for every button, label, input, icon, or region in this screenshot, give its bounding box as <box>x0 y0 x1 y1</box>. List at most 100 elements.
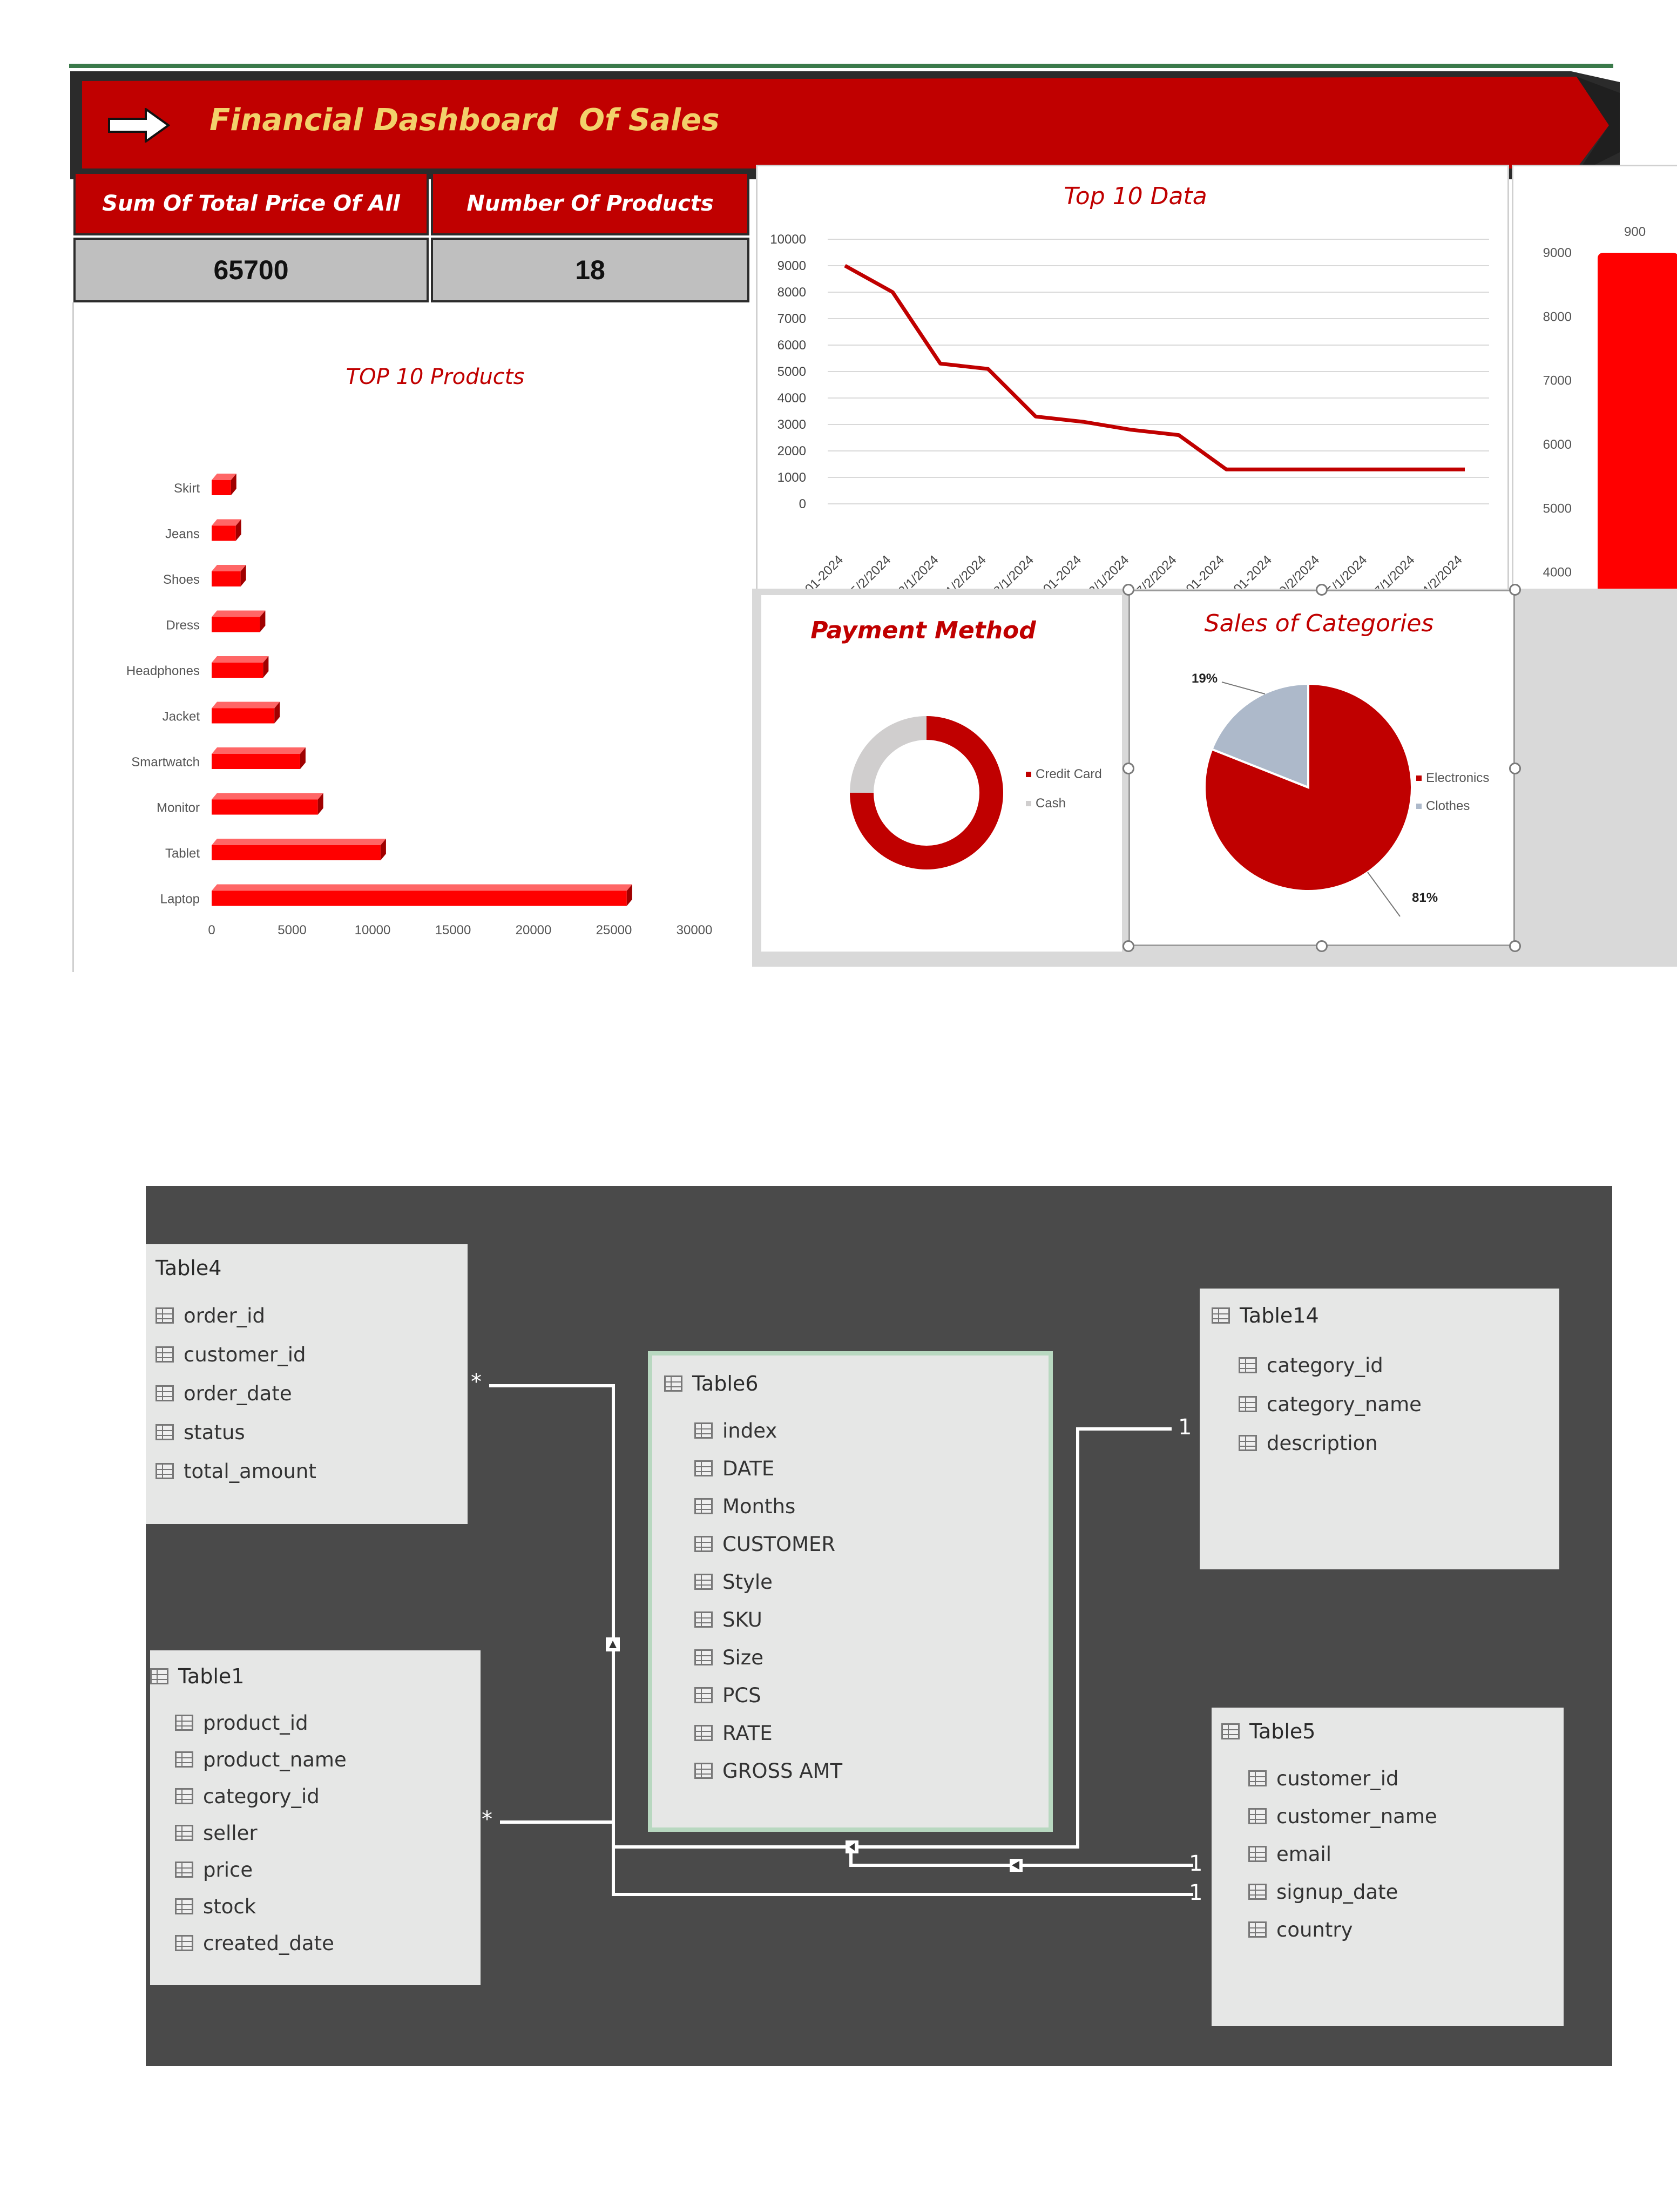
field-row[interactable]: stock <box>175 1888 481 1925</box>
field-row[interactable]: price <box>175 1851 481 1888</box>
field-row[interactable]: category_id <box>1239 1346 1559 1385</box>
field-row[interactable]: description <box>1239 1424 1559 1462</box>
table-icon <box>694 1649 713 1665</box>
field-row[interactable]: PCS <box>694 1676 1049 1714</box>
resize-handle[interactable] <box>1316 584 1328 596</box>
field-row[interactable]: customer_id <box>155 1335 468 1374</box>
resize-handle[interactable] <box>1122 763 1134 774</box>
table-icon <box>694 1574 713 1590</box>
bar-side-face <box>380 839 386 860</box>
table-icon <box>1248 1921 1267 1938</box>
category-label: Dress <box>166 618 200 633</box>
field-row[interactable]: Size <box>694 1638 1049 1676</box>
table-icon <box>155 1346 174 1363</box>
resize-handle[interactable] <box>1122 940 1134 952</box>
dashboard-title: Financial Dashboard Of Sales <box>209 103 720 138</box>
table-card-table4[interactable]: Table4 order_id customer_id order_date s… <box>146 1244 468 1524</box>
resize-handle[interactable] <box>1509 763 1521 774</box>
sales-categories-chart[interactable]: Sales of Categories 19% 81% Electronics … <box>1128 590 1515 946</box>
legend-cash-swatch <box>1026 801 1031 806</box>
field-row[interactable]: CUSTOMER <box>694 1525 1049 1563</box>
y-tick-label: 1000 <box>777 470 806 485</box>
bar-top-face <box>212 610 266 617</box>
payment-method-chart[interactable]: Payment Method Credit Card Cash <box>761 595 1122 952</box>
sales-categories-title: Sales of Categories <box>1204 610 1434 637</box>
field-row[interactable]: created_date <box>175 1925 481 1961</box>
bar <box>212 480 231 495</box>
bar <box>212 663 263 678</box>
field-row[interactable]: product_id <box>175 1704 481 1741</box>
table-icon <box>694 1460 713 1476</box>
field-row[interactable]: product_name <box>175 1741 481 1778</box>
field-row[interactable]: SKU <box>694 1601 1049 1638</box>
cardinality-many: * <box>482 1807 492 1832</box>
top10-data-chart[interactable]: Top 10 Data 0 1000 2000 3000 4000 5000 6000 700… <box>756 165 1509 593</box>
kpi-total-price-value: 65700 <box>73 238 429 302</box>
bar-top-face <box>212 656 269 663</box>
x-tick-label: 7/2/2024 <box>1133 552 1179 593</box>
bar-side-face <box>231 474 236 495</box>
y-tick-label: 7000 <box>1543 374 1572 388</box>
resize-handle[interactable] <box>1509 584 1521 596</box>
table-icon <box>155 1307 174 1324</box>
pie-slice <box>1210 682 1309 789</box>
x-tick-label: 28-01-2024 <box>1027 552 1084 593</box>
dashboard-left-border <box>72 302 74 972</box>
field-row[interactable]: order_date <box>155 1374 468 1413</box>
category-label: Monitor <box>157 801 200 815</box>
table-icon <box>1248 1770 1267 1786</box>
y-tick-label: 0 <box>799 497 806 511</box>
resize-handle[interactable] <box>1122 584 1134 596</box>
x-tick-label: 20000 <box>516 923 552 938</box>
dashboard-top-border <box>69 64 1613 68</box>
field-row[interactable]: Style <box>694 1563 1049 1601</box>
table-card-table5[interactable]: Table5 customer_id customer_name email s… <box>1212 1708 1564 2026</box>
leader-line <box>1221 682 1266 694</box>
table-card-table6[interactable]: Table6 index DATE Months CUSTOMER Style … <box>648 1351 1053 1832</box>
category-label: Headphones <box>126 664 200 678</box>
table-icon <box>150 1668 168 1684</box>
cardinality-one: 1 <box>1189 1851 1203 1876</box>
resize-handle[interactable] <box>1316 940 1328 952</box>
top-products-chart[interactable]: TOP 10 Products Skirt Jeans Shoes Dress Head… <box>73 305 751 972</box>
field-row[interactable]: status <box>155 1413 468 1452</box>
field-row[interactable]: DATE <box>694 1449 1049 1487</box>
field-row[interactable]: email <box>1248 1835 1564 1873</box>
top10-data-svg: 0 1000 2000 3000 4000 5000 6000 7000 8000 9000 100… <box>770 232 1489 593</box>
table-icon <box>694 1536 713 1552</box>
table-icon <box>155 1424 174 1440</box>
x-tick-label: 10000 <box>355 923 391 938</box>
x-tick-label: 5/1/2024 <box>1324 552 1370 593</box>
field-row[interactable]: category_id <box>175 1778 481 1815</box>
field-row[interactable]: country <box>1248 1911 1564 1948</box>
bar-top-face <box>212 839 386 845</box>
bar <box>212 617 260 632</box>
field-row[interactable]: customer_id <box>1248 1759 1564 1797</box>
field-row[interactable]: GROSS AMT <box>694 1752 1049 1790</box>
field-row[interactable]: seller <box>175 1815 481 1851</box>
x-tick-label: 0 <box>208 923 215 938</box>
field-row[interactable]: category_name <box>1239 1385 1559 1424</box>
field-row[interactable]: order_id <box>155 1296 468 1335</box>
table-card-table14[interactable]: Table14 category_id category_name descri… <box>1200 1289 1559 1569</box>
y-tick-label: 8000 <box>1543 309 1572 324</box>
field-row[interactable]: index <box>694 1412 1049 1449</box>
category-label: Laptop <box>160 892 200 907</box>
field-row[interactable]: RATE <box>694 1714 1049 1752</box>
table-card-table1[interactable]: Table1 product_id product_name category_… <box>150 1650 481 1985</box>
field-row[interactable]: total_amount <box>155 1452 468 1491</box>
bar <box>212 845 381 860</box>
resize-handle[interactable] <box>1509 940 1521 952</box>
field-row[interactable]: signup_date <box>1248 1873 1564 1911</box>
y-tick-label: 4000 <box>777 391 806 406</box>
table-icon <box>694 1611 713 1628</box>
bar <box>212 525 236 541</box>
table-icon <box>694 1763 713 1779</box>
y-tick-label: 3000 <box>777 417 806 432</box>
bar-top-face <box>212 747 306 754</box>
field-row[interactable]: Months <box>694 1487 1049 1525</box>
table-icon <box>1248 1808 1267 1824</box>
pie-label-electronics: 81% <box>1412 891 1438 905</box>
field-row[interactable]: customer_name <box>1248 1797 1564 1835</box>
table-title: Table1 <box>150 1664 481 1688</box>
